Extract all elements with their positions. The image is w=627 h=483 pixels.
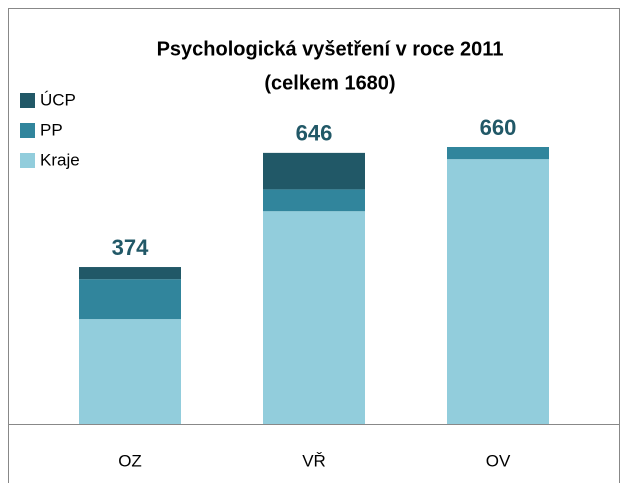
x-tick-label: OV <box>486 451 511 470</box>
legend-swatch <box>20 123 35 138</box>
bar-segment <box>79 267 181 280</box>
legend-swatch <box>20 153 35 168</box>
total-label: 660 <box>480 115 517 140</box>
bar-segment <box>263 152 365 190</box>
chart-frame <box>8 8 620 483</box>
x-tick-label: VŘ <box>302 451 326 470</box>
bar-segment <box>447 147 549 160</box>
bar-segment <box>263 189 365 212</box>
total-label: 646 <box>296 121 333 146</box>
bar-segment <box>79 279 181 320</box>
bar-segment <box>263 211 365 424</box>
x-tick-label: OZ <box>118 451 142 470</box>
chart-title: Psychologická vyšetření v roce 2011 <box>157 38 504 60</box>
legend-label: PP <box>40 120 63 139</box>
bar-segment <box>79 319 181 424</box>
chart-subtitle: (celkem 1680) <box>264 72 395 94</box>
legend-swatch <box>20 93 35 108</box>
legend-label: Kraje <box>40 150 80 169</box>
bar-segment <box>447 159 549 425</box>
legend-label: ÚCP <box>40 90 76 109</box>
total-label: 374 <box>112 235 149 260</box>
